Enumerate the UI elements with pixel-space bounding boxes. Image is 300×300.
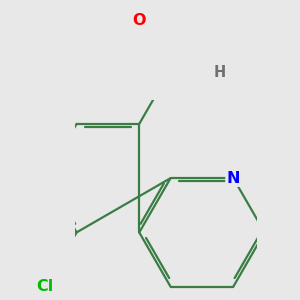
Text: H: H xyxy=(214,65,226,80)
Text: N: N xyxy=(226,171,240,186)
Text: O: O xyxy=(133,13,146,28)
Text: Cl: Cl xyxy=(37,279,54,294)
